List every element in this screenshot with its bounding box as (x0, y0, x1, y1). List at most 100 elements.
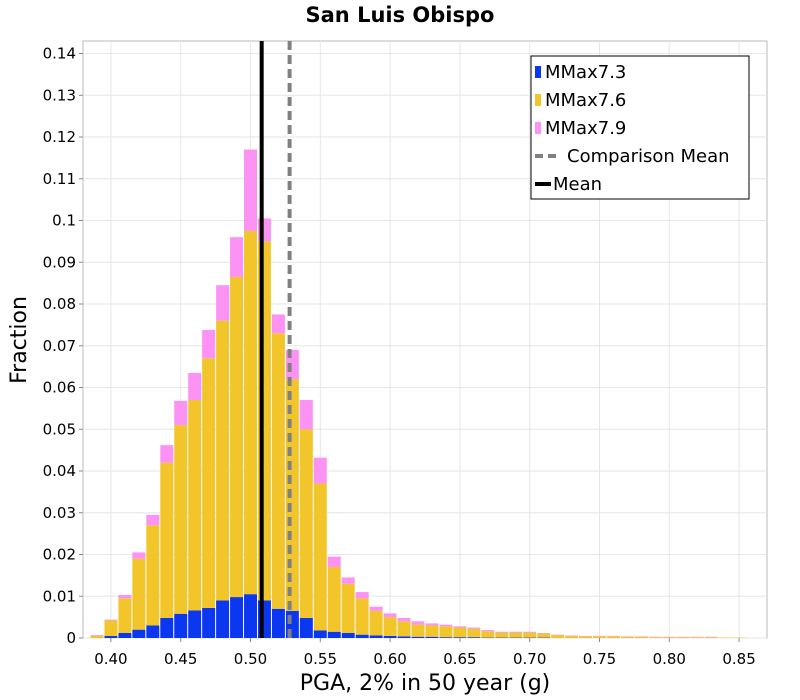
y-tick-label: 0 (66, 629, 76, 647)
bar-mmax7-6 (271, 333, 285, 609)
bar-mmax7-9 (202, 329, 216, 359)
legend-swatch (535, 66, 541, 78)
bar-mmax7-9 (453, 626, 467, 628)
y-tick-label: 0.03 (43, 504, 76, 522)
bar-mmax7-9 (118, 594, 132, 599)
legend-swatch (535, 94, 541, 106)
bar-mmax7-6 (453, 627, 467, 638)
bar-mmax7-9 (327, 556, 341, 568)
bar-mmax7-6 (537, 633, 551, 638)
bar-mmax7-6 (704, 637, 718, 638)
bar-mmax7-6 (160, 462, 174, 618)
bar-mmax7-3 (244, 594, 257, 638)
bar-mmax7-6 (551, 635, 565, 638)
bar-mmax7-9 (244, 149, 257, 231)
bar-mmax7-9 (523, 631, 537, 633)
y-tick-label: 0.07 (43, 337, 76, 355)
y-tick-label: 0.08 (43, 295, 76, 313)
bar-mmax7-3 (132, 629, 146, 638)
bar-mmax7-3 (383, 635, 397, 638)
bar-mmax7-3 (411, 636, 425, 638)
chart-title: San Luis Obispo (306, 3, 495, 27)
bar-mmax7-6 (188, 400, 202, 611)
bar-mmax7-6 (104, 620, 118, 636)
bar-mmax7-9 (216, 285, 230, 321)
bar-mmax7-6 (565, 635, 579, 638)
x-tick-label: 0.45 (164, 650, 197, 668)
bar-mmax7-6 (299, 429, 313, 618)
y-tick-label: 0.06 (43, 379, 76, 397)
y-tick-label: 0.12 (43, 128, 76, 146)
x-axis-label: PGA, 2% in 50 year (g) (300, 671, 551, 696)
bar-mmax7-9 (411, 621, 425, 625)
bar-mmax7-9 (369, 606, 383, 611)
bar-mmax7-6 (690, 637, 704, 638)
y-tick-label: 0.04 (43, 462, 76, 480)
bar-mmax7-3 (313, 630, 327, 638)
legend-label: MMax7.6 (545, 90, 626, 111)
x-tick-label: 0.50 (234, 650, 267, 668)
bar-mmax7-3 (397, 636, 411, 638)
y-tick-label: 0.1 (52, 212, 76, 230)
bar-mmax7-6 (439, 626, 453, 638)
bar-mmax7-3 (202, 607, 216, 638)
x-tick-label: 0.85 (722, 650, 755, 668)
bar-mmax7-9 (509, 631, 523, 633)
bar-mmax7-6 (425, 625, 439, 637)
bar-mmax7-9 (299, 400, 313, 430)
bar-mmax7-9 (313, 457, 327, 484)
bar-mmax7-9 (425, 623, 439, 626)
bar-mmax7-9 (355, 592, 369, 599)
y-tick-label: 0.11 (43, 170, 76, 188)
bar-mmax7-9 (132, 552, 146, 559)
x-tick-label: 0.75 (583, 650, 616, 668)
bar-mmax7-6 (411, 624, 425, 637)
bar-mmax7-3 (174, 613, 188, 638)
legend-swatch (535, 122, 541, 134)
legend-label: Mean (553, 174, 602, 195)
bar-mmax7-3 (341, 632, 355, 638)
legend-label: MMax7.3 (545, 62, 626, 83)
bar-mmax7-3 (188, 610, 202, 638)
bar-mmax7-9 (341, 577, 355, 584)
bar-mmax7-3 (118, 632, 132, 638)
bar-mmax7-9 (146, 514, 160, 526)
bar-mmax7-6 (230, 276, 244, 598)
bar-mmax7-3 (271, 608, 285, 638)
x-tick-label: 0.60 (373, 650, 406, 668)
bar-mmax7-6 (341, 583, 355, 633)
bar-mmax7-3 (160, 617, 174, 638)
legend: MMax7.3 MMax7.6 MMax7.9 Comparison Mean Mean (530, 55, 750, 200)
bar-mmax7-6 (90, 635, 104, 638)
y-axis-label: Fraction (7, 296, 32, 384)
bar-mmax7-6 (523, 632, 537, 638)
bar-mmax7-3 (453, 637, 467, 638)
reference-lines (259, 41, 292, 638)
bar-mmax7-3 (467, 637, 481, 638)
bar-mmax7-3 (104, 635, 118, 638)
bar-mmax7-3 (146, 625, 160, 638)
bar-mmax7-6 (216, 320, 230, 601)
bar-mmax7-6 (244, 230, 257, 595)
bar-mmax7-6 (620, 636, 634, 638)
bar-mmax7-9 (481, 630, 495, 632)
bar-mmax7-9 (230, 237, 244, 277)
bar-mmax7-6 (606, 636, 620, 638)
histogram-bars (90, 149, 746, 638)
bar-mmax7-6 (648, 637, 662, 638)
bar-mmax7-6 (481, 631, 495, 638)
bar-mmax7-6 (132, 558, 146, 630)
bar-mmax7-6 (676, 637, 690, 638)
x-tick-label: 0.80 (653, 650, 686, 668)
bar-mmax7-6 (174, 425, 188, 614)
bar-mmax7-6 (467, 628, 481, 638)
bar-mmax7-3 (425, 636, 439, 638)
x-tick-label: 0.40 (94, 650, 127, 668)
bar-mmax7-6 (369, 610, 383, 636)
y-tick-label: 0.09 (43, 253, 76, 271)
bar-mmax7-9 (271, 314, 285, 334)
bar-mmax7-6 (202, 358, 216, 608)
y-tick-label: 0.13 (43, 86, 76, 104)
bar-mmax7-9 (383, 613, 397, 618)
bar-mmax7-9 (467, 627, 481, 629)
